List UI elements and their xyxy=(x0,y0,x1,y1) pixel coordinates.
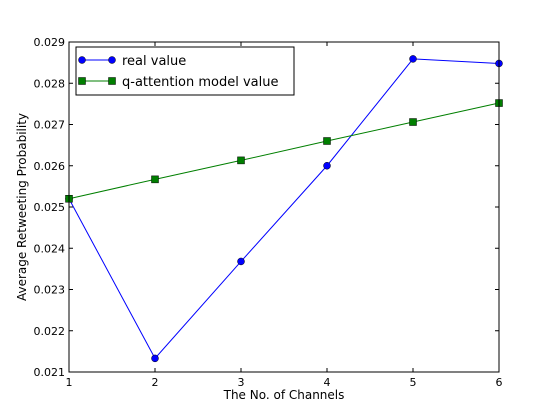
y-tick-label: 0.028 xyxy=(34,77,66,90)
data-point-square xyxy=(409,118,417,126)
y-tick-label: 0.021 xyxy=(34,366,66,379)
legend-label-0: real value xyxy=(122,54,186,69)
x-tick-label: 1 xyxy=(66,376,73,389)
data-point-circle xyxy=(409,55,417,63)
data-point-square xyxy=(323,137,331,145)
x-axis-label: The No. of Channels xyxy=(223,388,345,402)
legend-marker-circle xyxy=(108,56,116,64)
data-point-square xyxy=(237,156,245,165)
y-tick-label: 0.023 xyxy=(34,284,66,297)
y-tick-label: 0.022 xyxy=(34,325,66,338)
legend: real value q-attention model value xyxy=(75,46,295,96)
x-tick-label: 5 xyxy=(410,376,417,389)
legend-marker-square xyxy=(78,77,86,85)
y-tick-label: 0.027 xyxy=(34,119,66,132)
plot-area xyxy=(65,55,503,363)
x-tick-label: 4 xyxy=(324,376,331,389)
legend-box xyxy=(75,46,295,96)
y-tick-label: 0.026 xyxy=(34,160,66,173)
data-point-circle xyxy=(151,354,159,363)
x-tick-label: 6 xyxy=(496,376,503,389)
axes: 1 2 3 4 5 6 0.021 0.022 0.023 0.024 0.025 0.026 0.02… xyxy=(34,36,503,389)
x-tick-label: 3 xyxy=(238,376,245,389)
series-line-0 xyxy=(68,58,500,360)
series-line-1 xyxy=(68,102,500,200)
y-tick-label: 0.025 xyxy=(34,201,66,214)
legend-marker-square xyxy=(108,77,116,85)
data-point-circle xyxy=(237,257,245,266)
legend-marker-circle xyxy=(78,56,86,64)
y-tick-label: 0.024 xyxy=(34,242,66,255)
data-point-circle xyxy=(323,162,331,170)
x-tick-label: 2 xyxy=(152,376,159,389)
data-point-square xyxy=(151,175,159,184)
legend-label-1: q-attention model value xyxy=(122,75,279,90)
y-tick-label: 0.029 xyxy=(34,36,66,49)
y-axis-label: Average Retweeting Probability xyxy=(15,113,29,301)
